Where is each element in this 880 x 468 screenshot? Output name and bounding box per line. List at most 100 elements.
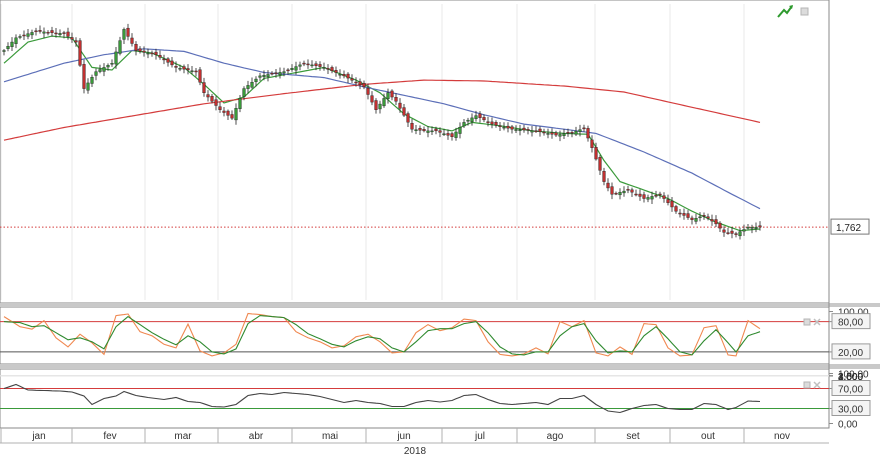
candle-body [138,48,142,52]
candle-body [602,171,606,182]
candle-body [594,147,598,160]
candle-body [498,125,502,127]
candle-body [730,230,734,234]
close-icon[interactable] [813,318,821,326]
candle-body [470,117,474,122]
candle-body [6,46,10,49]
candle-body [646,197,650,200]
trend-icon[interactable] [777,5,793,18]
candle-body [154,51,158,55]
candle-body [554,132,558,136]
candle-body [74,40,78,43]
candle-body [734,233,738,235]
candle-body [390,90,394,98]
x-month-label: mai [322,431,338,442]
candle-body [462,122,466,127]
candle-body [526,129,530,131]
candle-body [294,66,298,71]
x-month-label: mar [174,431,192,442]
candle-body [538,128,542,132]
y-tick-label: 2,000 [838,372,863,383]
panel-separator[interactable] [0,364,880,369]
candle-body [106,65,110,68]
candle-body [334,70,338,73]
y-tick-label: 3,000 [838,372,863,383]
candle-body [618,191,622,196]
x-month-label: set [626,431,640,442]
candle-body [694,218,698,222]
candle-body [382,98,386,107]
candle-body [250,82,254,88]
y-level-label-box [831,400,871,416]
candle-body [66,31,70,37]
candle-body [274,72,278,74]
panel-settings-icon[interactable] [803,318,811,326]
candle-body [14,37,18,44]
candle-body [710,219,714,222]
candle-body [218,106,222,110]
candle-body [226,110,230,116]
y-tick-label: 70,00 [838,385,863,396]
candle-body [314,63,318,66]
candle-body [614,192,618,195]
candle-body [366,87,370,95]
candle-body [50,30,54,33]
candle-body [722,229,726,233]
candle-body [2,50,6,52]
candle-body [454,131,458,138]
panel-settings-icon[interactable] [803,381,811,389]
candle-body [506,125,510,129]
y-tick-label: 4,000 [838,372,863,383]
candle-body [626,189,630,191]
candle-body [374,100,378,110]
candle-body [222,110,226,113]
candle-body [666,199,670,203]
candle-body [166,58,170,63]
candle-body [546,133,550,135]
candle-body [698,216,702,219]
candle-body [442,133,446,136]
last-price-box [830,218,870,235]
candle-body [342,74,346,77]
candle-body [210,96,214,102]
candle-body [534,130,538,132]
panel-settings-icon[interactable] [800,7,809,16]
stochastic-slow-line [3,315,761,356]
candle-body [402,107,406,116]
candle-body [378,103,382,110]
ma-long-line [3,79,761,141]
candle-body [386,92,390,99]
y-tick-label: 3,500 [838,372,863,383]
candle-body [58,33,62,36]
candle-body [418,128,422,131]
candle-body [486,121,490,123]
candle-body [702,215,706,217]
candle-body [726,232,730,234]
candle-body [714,219,718,225]
candle-body [214,99,218,106]
x-month-label: ago [547,431,564,442]
candle-body [642,194,646,199]
panel-separator[interactable] [0,303,880,307]
candle-body [298,64,302,67]
candle-body [94,71,98,76]
candle-body [610,186,614,195]
candle-body [258,75,262,78]
candle-body [70,37,74,40]
candle-body [690,217,694,220]
candle-body [530,130,534,133]
x-month-label: fev [103,431,116,442]
candle-body [22,34,26,37]
candle-body [330,67,334,72]
candle-body [122,29,126,40]
candle-body [550,132,554,135]
candle-body [26,33,30,37]
close-icon[interactable] [813,381,821,389]
x-month-label: jul [474,431,485,442]
price-panel-frame [0,0,830,304]
x-year-label: 2018 [404,446,427,457]
x-month-label: abr [249,431,264,442]
ma-mid-line [3,48,761,210]
candle-body [686,213,690,218]
